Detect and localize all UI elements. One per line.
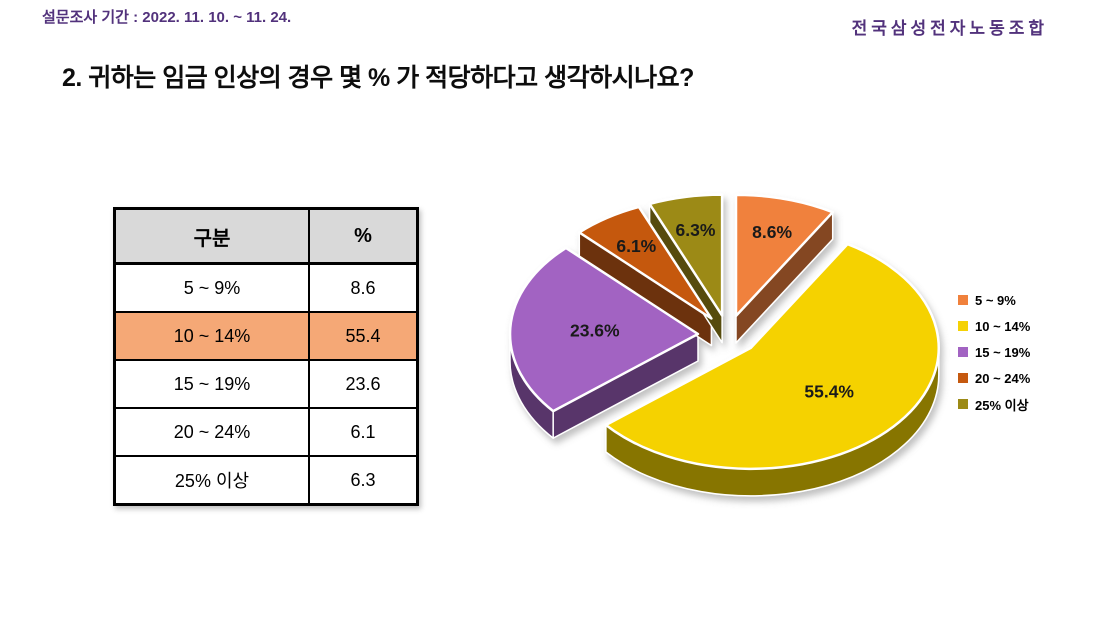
legend-item: 15 ~ 19% xyxy=(958,339,1030,365)
pie-slice-label: 23.6% xyxy=(570,321,620,341)
table-cell-percent: 8.6 xyxy=(308,262,419,313)
table-cell-range: 20 ~ 24% xyxy=(113,407,310,457)
legend-item: 5 ~ 9% xyxy=(958,287,1030,313)
legend-label: 10 ~ 14% xyxy=(975,318,1031,334)
survey-period-text: 설문조사 기간 : 2022. 11. 10. ~ 11. 24. xyxy=(42,9,292,26)
organization-name: 전국삼성전자노동조합 xyxy=(851,19,1048,38)
pie-slice-label: 6.3% xyxy=(676,220,716,240)
table-cell-range: 10 ~ 14% xyxy=(113,311,310,361)
data-table: 구분 % 5 ~ 9% 8.6 10 ~ 14% 55.4 15 ~ 19% 23.6 20… xyxy=(113,207,419,506)
table-row: 20 ~ 24% 6.1 xyxy=(113,407,419,457)
table-cell-range: 5 ~ 9% xyxy=(113,262,310,313)
table-row: 25% 이상 6.3 xyxy=(113,455,419,506)
table-row: 15 ~ 19% 23.6 xyxy=(113,359,419,409)
table-row: 5 ~ 9% 8.6 xyxy=(113,262,419,313)
pie-slices xyxy=(508,193,940,497)
pie-chart: 8.6% 55.4% 23.6% 6.1% 6.3% xyxy=(508,193,940,497)
table-header-row: 구분 % xyxy=(113,207,419,265)
legend-label: 15 ~ 19% xyxy=(975,344,1031,360)
table-cell-range: 25% 이상 xyxy=(113,455,310,506)
chart-legend: 5 ~ 9% 10 ~ 14% 15 ~ 19% 20 ~ 24% 25% 이상 xyxy=(958,287,1030,417)
table-header-percent: % xyxy=(308,207,419,265)
table-cell-percent: 6.1 xyxy=(308,407,419,457)
legend-swatch-icon xyxy=(958,373,968,383)
pie-slice-label: 55.4% xyxy=(804,381,854,401)
table-cell-percent: 6.3 xyxy=(308,455,419,506)
legend-swatch-icon xyxy=(958,399,968,409)
legend-label: 20 ~ 24% xyxy=(975,370,1031,386)
pie-slice-label: 6.1% xyxy=(616,236,656,256)
table-cell-percent: 23.6 xyxy=(308,359,419,409)
legend-swatch-icon xyxy=(958,321,968,331)
legend-swatch-icon xyxy=(958,295,968,305)
table-cell-percent: 55.4 xyxy=(308,311,419,361)
legend-swatch-icon xyxy=(958,347,968,357)
legend-label: 25% 이상 xyxy=(975,397,1029,413)
table-cell-range: 15 ~ 19% xyxy=(113,359,310,409)
legend-item: 20 ~ 24% xyxy=(958,365,1030,391)
legend-item: 10 ~ 14% xyxy=(958,313,1030,339)
table-row: 10 ~ 14% 55.4 xyxy=(113,311,419,361)
legend-item: 25% 이상 xyxy=(958,391,1030,417)
page-title: 2. 귀하는 임금 인상의 경우 몇 % 가 적당하다고 생각하시나요? xyxy=(62,64,694,92)
table-header-category: 구분 xyxy=(113,207,310,265)
legend-label: 5 ~ 9% xyxy=(975,292,1016,308)
pie-slice-label: 8.6% xyxy=(752,222,792,242)
